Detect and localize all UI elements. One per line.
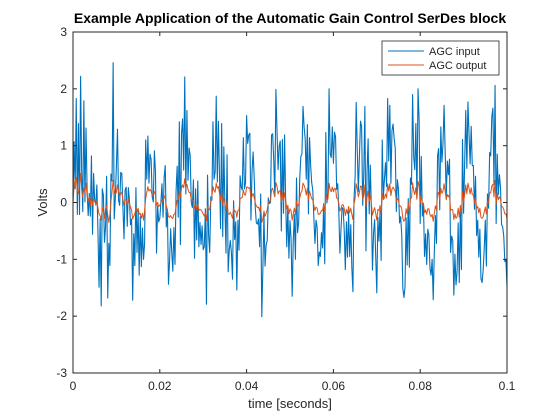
series-line-agc-output: [73, 173, 507, 223]
x-tick-label: 0.1: [499, 379, 516, 393]
y-tick-label: -2: [56, 309, 67, 323]
series-layer: [73, 62, 507, 318]
x-tick-label: 0.02: [148, 379, 172, 393]
x-tick-label: 0: [70, 379, 77, 393]
legend-box: [381, 40, 500, 76]
series-line-agc-input: [73, 62, 507, 318]
y-tick-label: 0: [60, 196, 67, 210]
chart-title: Example Application of the Automatic Gai…: [74, 10, 506, 26]
plot-area: [73, 32, 507, 373]
x-tick-label: 0.06: [322, 379, 346, 393]
y-tick-label: -3: [56, 366, 67, 380]
legend: AGC input AGC output: [381, 40, 500, 76]
x-tick-label: 0.04: [235, 379, 259, 393]
x-tick-label: 0.08: [409, 379, 433, 393]
tick-layer: 0 0.02 0.04 0.06 0.08 0.1 -3 -2 -1 0 1 2 3: [56, 25, 515, 393]
y-tick-label: -1: [56, 252, 67, 266]
y-tick-label: 1: [60, 139, 67, 153]
legend-label-agc-input: AGC input: [429, 46, 480, 58]
x-axis-label: time [seconds]: [248, 396, 332, 411]
y-tick-label: 3: [60, 25, 67, 39]
y-tick-label: 2: [60, 82, 67, 96]
legend-label-agc-output: AGC output: [429, 60, 486, 72]
y-axis-label: Volts: [35, 188, 50, 217]
